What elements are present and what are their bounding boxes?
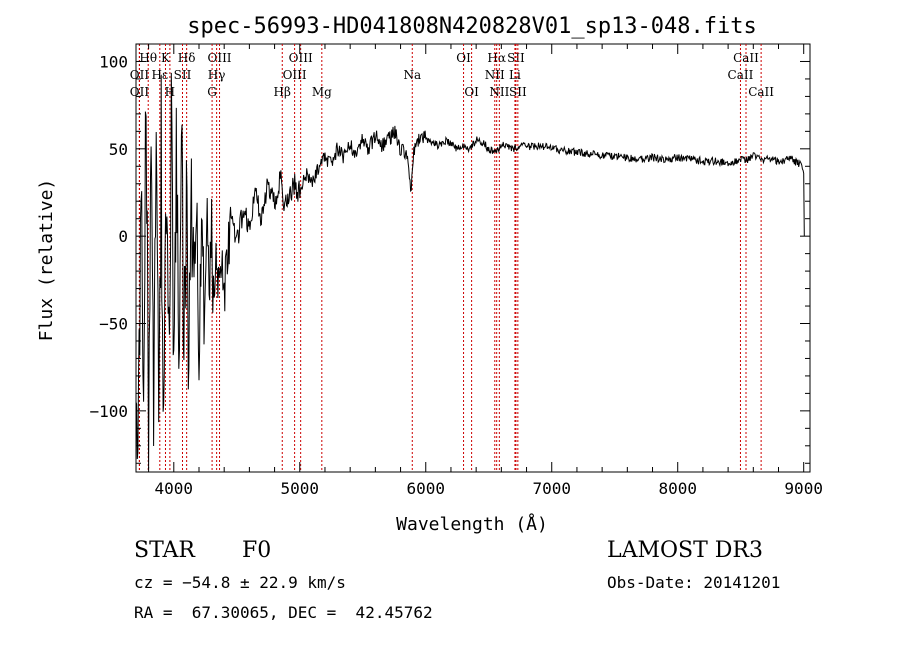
line-marker-label: Hδ <box>178 51 196 65</box>
line-marker-label: Hγ <box>208 68 226 82</box>
line-marker-label: Hθ <box>139 51 157 65</box>
line-marker-label: Li <box>509 68 521 82</box>
line-marker-label: SII <box>507 51 525 65</box>
line-marker-label: SII <box>174 68 192 82</box>
line-marker-label: OI <box>456 51 471 65</box>
x-tick-label: 8000 <box>658 479 697 498</box>
x-tick-label: 5000 <box>281 479 320 498</box>
line-marker-label: H <box>165 85 175 99</box>
line-marker-label: Hα <box>487 51 506 65</box>
coordinates: RA = 67.30065, DEC = 42.45762 <box>134 603 433 622</box>
line-marker-label: CaII <box>733 51 759 65</box>
plot-frame <box>135 43 811 473</box>
line-marker-label: NII <box>485 68 505 82</box>
line-marker-label: OII <box>130 68 150 82</box>
line-marker-label: OIII <box>207 51 231 65</box>
line-marker-label: CaII <box>728 68 754 82</box>
line-marker-label: NII <box>489 85 509 99</box>
y-tick-label: 0 <box>118 227 128 246</box>
line-marker-label: Na <box>403 68 421 82</box>
tick-labels: 4000 5000 6000 7000 8000 9000 100 50 0 −50 −100 <box>89 52 822 498</box>
survey-name: LAMOST DR3 <box>607 538 763 563</box>
redshift-cz: cz = −54.8 ± 22.9 km/s <box>134 573 346 592</box>
line-marker-label: Hβ <box>274 85 291 99</box>
x-tick-label: 9000 <box>784 479 823 498</box>
x-tick-label: 6000 <box>406 479 445 498</box>
line-marker-label: CaII <box>748 85 774 99</box>
line-marker-label: OIII <box>289 51 313 65</box>
y-tick-label: 100 <box>99 52 128 71</box>
x-tick-label: 7000 <box>532 479 571 498</box>
spectrum-line <box>135 72 805 469</box>
x-tick-label: 4000 <box>155 479 194 498</box>
object-class: STAR <box>134 538 195 563</box>
y-tick-label: −100 <box>89 402 128 421</box>
axis-ticks <box>136 43 810 472</box>
obs-date: Obs-Date: 20141201 <box>607 573 781 592</box>
line-marker-label: Hε <box>151 68 168 82</box>
line-marker-label: K <box>161 51 171 65</box>
line-marker-label: SII <box>509 85 527 99</box>
chart-title: spec-56993-HD041808N420828V01_sp13-048.f… <box>187 14 757 39</box>
y-tick-label: 50 <box>109 140 128 159</box>
y-axis-label: Flux (relative) <box>36 179 57 342</box>
line-marker-label: G <box>207 85 217 99</box>
line-marker-label: OI <box>464 85 479 99</box>
y-tick-label: −50 <box>99 315 128 334</box>
line-marker-label: OIII <box>283 68 307 82</box>
x-axis-label: Wavelength (Å) <box>396 513 548 535</box>
subclass: F0 <box>242 538 272 563</box>
line-marker-label: OII <box>130 85 150 99</box>
line-marker-label: Mg <box>312 85 332 99</box>
